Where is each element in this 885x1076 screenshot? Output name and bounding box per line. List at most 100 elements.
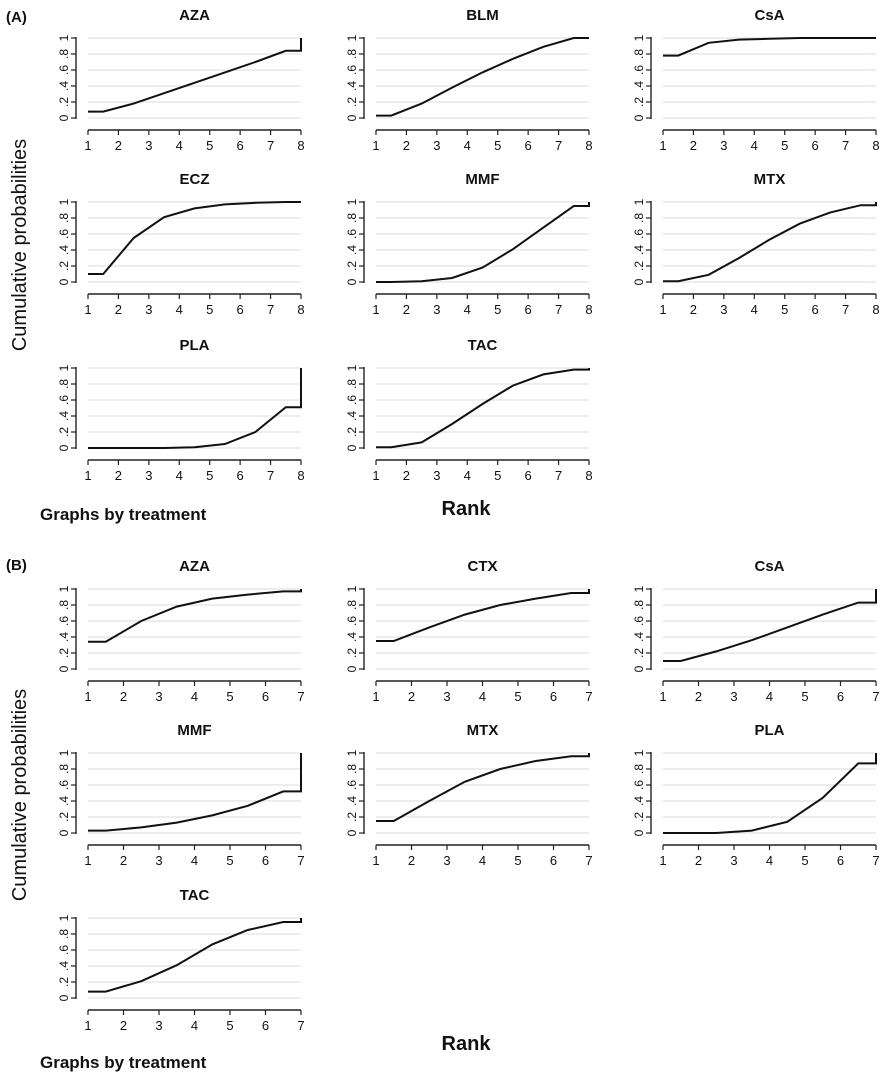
y-tick-label: .4: [57, 961, 71, 971]
x-tick-label: 4: [766, 853, 773, 868]
y-tick-label: .4: [632, 632, 646, 642]
y-tick-label: .2: [57, 812, 71, 822]
y-tick-label: .6: [57, 395, 71, 405]
x-tick-label: 6: [237, 138, 244, 153]
x-tick-label: 7: [872, 853, 879, 868]
x-tick-label: 5: [226, 853, 233, 868]
x-tick-label: 7: [297, 689, 304, 704]
x-tick-label: 5: [206, 138, 213, 153]
y-tick-label: .8: [57, 213, 71, 223]
y-tick-label: 0: [632, 829, 646, 836]
x-tick-label: 3: [155, 689, 162, 704]
x-tick-label: 4: [176, 468, 183, 483]
y-tick-label: 1: [57, 749, 71, 756]
x-tick-label: 2: [115, 468, 122, 483]
y-tick-label: .8: [345, 213, 359, 223]
x-tick-label: 3: [433, 468, 440, 483]
y-tick-label: .8: [632, 764, 646, 774]
x-tick-label: 2: [115, 138, 122, 153]
y-tick-label: .2: [57, 427, 71, 437]
y-tick-label: .6: [632, 616, 646, 626]
y-tick-label: 0: [57, 994, 71, 1001]
subplot-title: CsA: [754, 7, 784, 24]
y-tick-label: 1: [57, 914, 71, 921]
y-tick-label: .8: [632, 49, 646, 59]
x-tick-label: 4: [479, 853, 486, 868]
y-tick-label: .8: [57, 49, 71, 59]
y-tick-label: .2: [632, 812, 646, 822]
x-tick-label: 8: [872, 138, 879, 153]
x-tick-label: 3: [145, 138, 152, 153]
subplot-title: PLA: [180, 337, 210, 354]
y-tick-label: .2: [345, 648, 359, 658]
y-tick-label: .4: [57, 411, 71, 421]
x-tick-label: 6: [837, 689, 844, 704]
x-tick-label: 2: [120, 1018, 127, 1033]
y-tick-label: .4: [632, 81, 646, 91]
subplot-mmf-a: MMF 0 .2 .4 .6 .8 1 1 2 3 4 5 6 7 8: [345, 171, 593, 317]
series-line: [663, 753, 877, 834]
y-tick-label: .2: [345, 427, 359, 437]
subplot-title: MTX: [754, 171, 786, 188]
y-tick-label: 1: [632, 585, 646, 592]
x-tick-label: 7: [267, 138, 274, 153]
subplot-title: MTX: [467, 722, 499, 739]
x-tick-label: 4: [191, 1018, 198, 1033]
subplot-tac-b: TAC 0 .2 .4 .6 .8 1 1 2 3 4 5 6 7: [57, 887, 305, 1033]
x-tick-label: 8: [297, 138, 304, 153]
series-line: [88, 589, 302, 643]
x-tick-label: 7: [267, 302, 274, 317]
x-tick-label: 5: [226, 1018, 233, 1033]
y-tick-label: .4: [57, 81, 71, 91]
series-line: [376, 37, 589, 117]
subplot-title: BLM: [466, 7, 499, 24]
x-tick-label: 4: [176, 138, 183, 153]
y-tick-label: .8: [57, 379, 71, 389]
x-tick-label: 7: [585, 853, 592, 868]
x-tick-label: 3: [730, 689, 737, 704]
y-tick-label: 1: [57, 585, 71, 592]
y-tick-label: 1: [345, 34, 359, 41]
x-tick-label: 7: [555, 468, 562, 483]
y-tick-label: 0: [345, 665, 359, 672]
y-tick-label: .6: [632, 65, 646, 75]
series-line: [88, 201, 301, 275]
y-tick-label: .2: [57, 97, 71, 107]
y-tick-label: .4: [632, 796, 646, 806]
y-tick-label: 1: [345, 585, 359, 592]
y-tick-label: .6: [57, 65, 71, 75]
y-tick-label: 0: [345, 278, 359, 285]
subplot-title: MMF: [465, 171, 499, 188]
series-line: [663, 37, 876, 57]
x-tick-label: 1: [372, 853, 379, 868]
y-tick-label: 0: [57, 665, 71, 672]
y-axis-label-a: Cumulative probabilities: [9, 139, 31, 351]
x-tick-label: 1: [84, 302, 91, 317]
y-tick-label: .4: [345, 796, 359, 806]
x-tick-label: 2: [115, 302, 122, 317]
y-tick-label: 1: [345, 198, 359, 205]
x-tick-label: 3: [443, 689, 450, 704]
x-tick-label: 2: [695, 689, 702, 704]
x-tick-label: 4: [751, 138, 758, 153]
x-tick-label: 4: [191, 853, 198, 868]
y-tick-label: .6: [632, 780, 646, 790]
y-tick-label: 0: [57, 444, 71, 451]
x-tick-label: 3: [720, 138, 727, 153]
x-tick-label: 5: [514, 853, 521, 868]
x-tick-label: 6: [525, 468, 532, 483]
y-tick-label: .4: [345, 81, 359, 91]
series-line: [376, 202, 590, 283]
x-tick-label: 6: [262, 853, 269, 868]
subplot-title: AZA: [179, 7, 210, 24]
x-tick-label: 2: [690, 138, 697, 153]
subplot-ctx-b: CTX 0 .2 .4 .6 .8 1 1 2 3 4 5 6 7: [345, 558, 593, 704]
y-tick-label: 0: [345, 114, 359, 121]
y-tick-label: .8: [345, 764, 359, 774]
x-tick-label: 6: [262, 1018, 269, 1033]
x-tick-label: 4: [464, 138, 471, 153]
subplot-title: CTX: [468, 558, 498, 575]
x-tick-label: 3: [145, 468, 152, 483]
subplot-mtx-b: MTX 0 .2 .4 .6 .8 1 1 2 3 4 5 6 7: [345, 722, 593, 868]
x-tick-label: 8: [297, 302, 304, 317]
